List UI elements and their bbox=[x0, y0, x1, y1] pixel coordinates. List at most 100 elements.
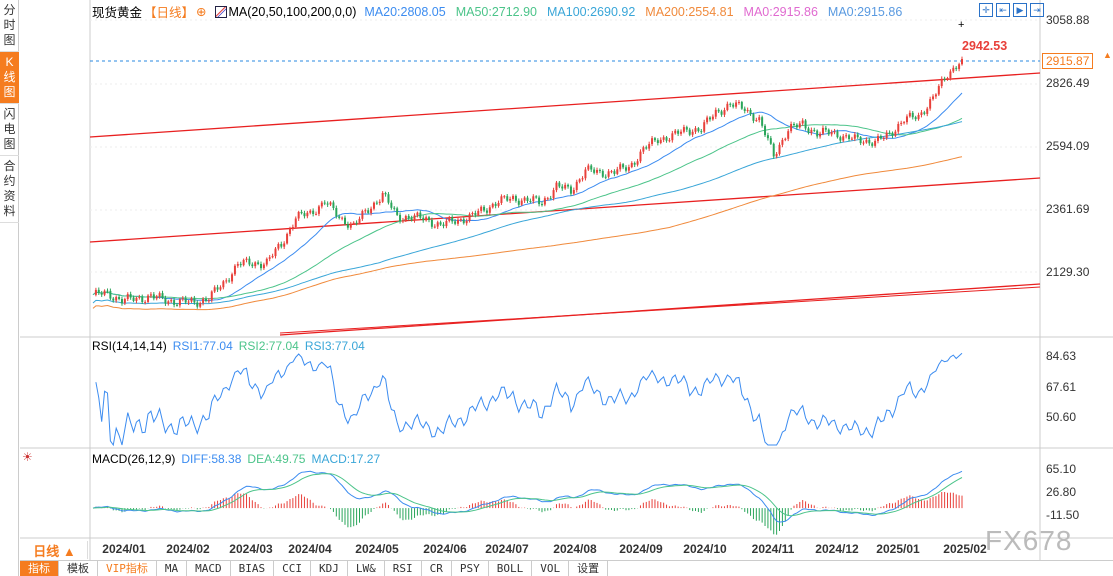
date-label: 2024/02 bbox=[166, 542, 210, 556]
candle-body bbox=[312, 210, 315, 215]
candle-body bbox=[158, 293, 161, 297]
settings-target-icon[interactable]: ⊕ bbox=[196, 5, 207, 19]
zoom-in-icon[interactable]: ⇤ bbox=[996, 3, 1010, 17]
toolbar-0[interactable]: 指标 bbox=[20, 561, 59, 576]
candle-body bbox=[326, 203, 329, 205]
candle-body bbox=[138, 296, 141, 298]
candle-body bbox=[856, 134, 859, 138]
candle-body bbox=[306, 212, 309, 217]
candle-body bbox=[268, 257, 271, 259]
candle-body bbox=[558, 182, 561, 187]
candle-body bbox=[824, 127, 827, 130]
candle-body bbox=[202, 298, 205, 303]
candle-body bbox=[772, 143, 775, 157]
candle-body bbox=[176, 304, 179, 306]
candle-body bbox=[627, 167, 630, 171]
period-button[interactable]: 日线 ▲ bbox=[22, 541, 88, 559]
candle-body bbox=[245, 258, 248, 260]
candle-body bbox=[633, 162, 636, 165]
toolbar-5[interactable]: BIAS bbox=[231, 561, 275, 576]
toolbar-8[interactable]: LW& bbox=[348, 561, 385, 576]
candle-body bbox=[810, 129, 813, 133]
candle-body bbox=[636, 161, 639, 165]
candle-body bbox=[222, 281, 225, 288]
toolbar-9[interactable]: RSI bbox=[385, 561, 422, 576]
candle-body bbox=[404, 215, 407, 221]
candle-body bbox=[144, 301, 147, 303]
tab-contract-info[interactable]: 合约资料 bbox=[0, 156, 19, 223]
candle-body bbox=[656, 140, 659, 144]
candle-body bbox=[161, 293, 164, 298]
candle-body bbox=[349, 223, 352, 228]
candle-body bbox=[410, 218, 413, 221]
toolbar-4[interactable]: MACD bbox=[187, 561, 231, 576]
date-label: 2025/02 bbox=[943, 542, 987, 556]
toolbar-10[interactable]: CR bbox=[422, 561, 452, 576]
candle-body bbox=[233, 265, 236, 275]
scroll-up-icon[interactable]: ▲ bbox=[1103, 50, 1112, 60]
candle-body bbox=[341, 217, 344, 219]
rsi-tick: 50.60 bbox=[1046, 410, 1077, 424]
candle-body bbox=[845, 135, 848, 137]
candle-body bbox=[764, 125, 767, 136]
candle-body bbox=[717, 109, 720, 112]
toolbar-7[interactable]: KDJ bbox=[311, 561, 348, 576]
tab-kline[interactable]: K线图 bbox=[0, 52, 19, 104]
toolbar-13[interactable]: VOL bbox=[532, 561, 570, 576]
candle-body bbox=[685, 127, 688, 130]
candle-body bbox=[746, 109, 749, 111]
candle-body bbox=[598, 169, 601, 171]
candle-body bbox=[900, 122, 903, 124]
candle-body bbox=[937, 86, 940, 95]
toolbar-1[interactable]: 模板 bbox=[59, 561, 98, 576]
candle-body bbox=[480, 206, 483, 211]
sun-settings-icon[interactable]: ☀ bbox=[22, 450, 33, 464]
candle-body bbox=[639, 151, 642, 162]
candle-body bbox=[885, 132, 888, 139]
candle-body bbox=[506, 196, 509, 201]
tab-timeshare[interactable]: 分时图 bbox=[0, 0, 19, 52]
candle-body bbox=[703, 122, 706, 132]
exit-icon[interactable]: ⇥ bbox=[1030, 3, 1044, 17]
candle-body bbox=[344, 217, 347, 225]
toolbar-3[interactable]: MA bbox=[157, 561, 188, 576]
candle-body bbox=[795, 124, 798, 128]
candle-body bbox=[523, 197, 526, 201]
trend-line bbox=[279, 286, 1041, 334]
toolbar-2[interactable]: VIP指标 bbox=[98, 561, 157, 576]
candle-body bbox=[488, 207, 491, 213]
main-legend: 现货黄金 【日线】 ⊕ MA(20,50,100,200,0,0) MA20:2… bbox=[92, 2, 902, 21]
tab-flash[interactable]: 闪电图 bbox=[0, 104, 19, 156]
candle-body bbox=[335, 208, 338, 217]
candle-body bbox=[416, 212, 419, 216]
candle-body bbox=[569, 186, 572, 194]
candle-body bbox=[471, 213, 474, 215]
trend-line bbox=[89, 72, 1041, 138]
high-crosshair-icon: + bbox=[958, 19, 964, 31]
symbol-name: 现货黄金 bbox=[92, 6, 143, 20]
chart-tools: ✛ ⇤ ▶ ⇥ bbox=[979, 3, 1044, 17]
toolbar-12[interactable]: BOLL bbox=[489, 561, 533, 576]
toolbar-14[interactable]: 设置 bbox=[569, 561, 609, 576]
candle-body bbox=[242, 259, 245, 266]
date-label: 2024/05 bbox=[355, 542, 399, 556]
dea-value: DEA:49.75 bbox=[247, 452, 306, 466]
candle-body bbox=[564, 184, 567, 189]
candle-body bbox=[677, 130, 680, 134]
date-axis: 2024/01 2024/02 2024/03 2024/04 2024/05 2024/… bbox=[92, 540, 992, 560]
indicator-chart-icon[interactable] bbox=[214, 5, 227, 18]
macd-tick: 26.80 bbox=[1046, 485, 1077, 499]
candle-body bbox=[462, 219, 465, 224]
candle-body bbox=[813, 129, 816, 131]
ma100-line bbox=[92, 121, 963, 305]
crosshair-icon[interactable]: ✛ bbox=[979, 3, 993, 17]
candle-body bbox=[572, 190, 575, 194]
move-right-icon[interactable]: ▶ bbox=[1013, 3, 1027, 17]
date-label: 2024/03 bbox=[229, 542, 273, 556]
toolbar-6[interactable]: CCI bbox=[274, 561, 311, 576]
rsi-title: RSI(14,14,14) bbox=[92, 339, 167, 353]
toolbar-11[interactable]: PSY bbox=[452, 561, 489, 576]
candle-body bbox=[651, 138, 654, 145]
candle-body bbox=[868, 139, 871, 144]
